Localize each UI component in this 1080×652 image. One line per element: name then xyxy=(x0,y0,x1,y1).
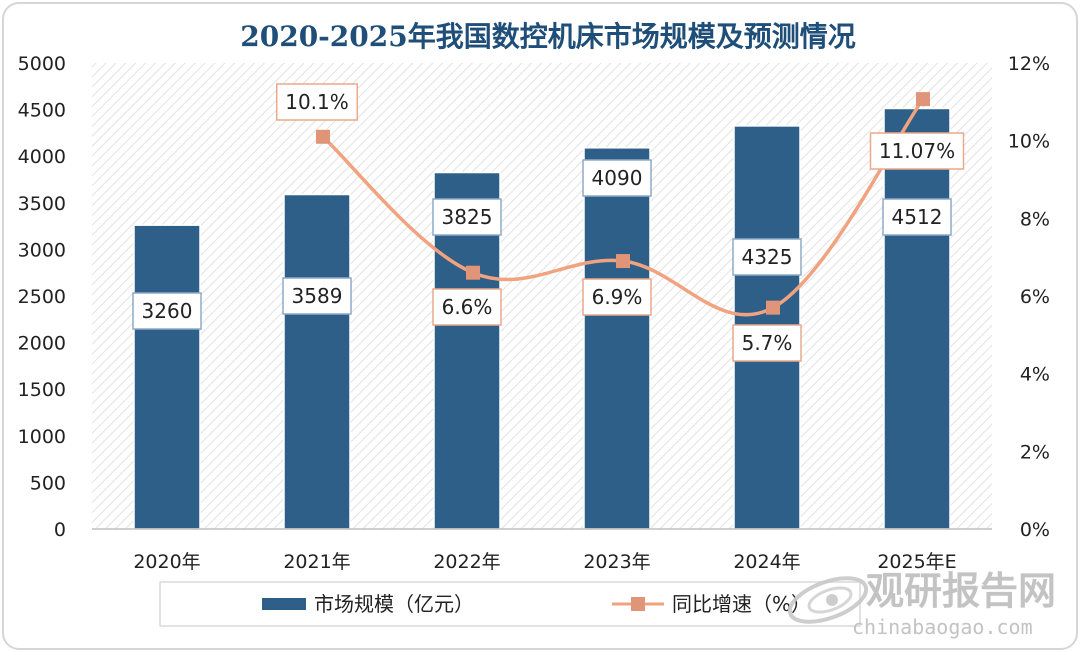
legend-line-marker xyxy=(631,597,645,611)
growth-value-labels: 10.1% 6.6% 6.9% 5.7% 11.07% xyxy=(276,83,965,362)
bar-value-label-box xyxy=(732,238,802,276)
left-tick-label: 5000 xyxy=(18,53,66,75)
growth-value-label-box xyxy=(732,324,802,362)
growth-value-label-text: 5.7% xyxy=(742,331,793,355)
left-tick-label: 500 xyxy=(30,472,66,494)
bar-value-label-box xyxy=(132,292,202,330)
watermark-name: 观研报告网 xyxy=(866,569,1056,613)
left-tick-label: 3500 xyxy=(18,193,66,215)
left-tick-label: 1500 xyxy=(18,379,66,401)
watermark-url: chinabaogao.com xyxy=(852,615,1033,639)
growth-value-label-box xyxy=(276,83,358,121)
x-tick-label: 2024年 xyxy=(733,551,800,573)
watermark: 观研报告网 chinabaogao.com xyxy=(787,569,1056,639)
growth-value-label: 5.7% xyxy=(732,324,802,362)
bar xyxy=(583,147,651,530)
bar-value-label: 4090 xyxy=(582,159,652,197)
growth-marker xyxy=(916,92,930,107)
bar-value-label-text: 4512 xyxy=(892,205,943,229)
right-axis: 0% 2% 4% 6% 8% 10% 12% xyxy=(1008,53,1050,541)
growth-line-series xyxy=(316,92,930,317)
x-tick-label: 2021年 xyxy=(283,551,350,573)
bar-value-label-box xyxy=(582,159,652,197)
growth-value-label-box xyxy=(869,132,965,170)
growth-marker xyxy=(466,265,480,280)
bar-value-label-text: 4325 xyxy=(742,245,793,269)
growth-value-label-text: 6.9% xyxy=(592,285,643,309)
growth-value-label-text: 6.6% xyxy=(442,295,493,319)
bar-value-label-box xyxy=(882,198,952,236)
plot-area xyxy=(92,63,992,529)
right-tick-label: 2% xyxy=(1020,441,1050,463)
left-tick-label: 0 xyxy=(54,519,66,541)
bar-value-label-box xyxy=(432,198,502,236)
growth-value-label: 10.1% xyxy=(276,83,358,121)
growth-value-label-text: 10.1% xyxy=(285,90,349,114)
left-tick-label: 4000 xyxy=(18,146,66,168)
right-tick-label: 6% xyxy=(1020,286,1050,308)
left-tick-label: 3000 xyxy=(18,239,66,261)
right-tick-label: 12% xyxy=(1008,53,1050,75)
bar-value-label-box xyxy=(282,277,352,315)
bar-value-label-text: 4090 xyxy=(592,166,643,190)
bar xyxy=(883,107,951,530)
legend: 市场规模（亿元） 同比增速（%） xyxy=(159,581,861,627)
bar-value-labels: 3260 3589 3825 4090 4325 4512 xyxy=(132,159,952,330)
left-tick-label: 1000 xyxy=(18,426,66,448)
right-tick-label: 8% xyxy=(1020,208,1050,230)
bar-value-label: 3589 xyxy=(282,277,352,315)
bar-value-label: 4325 xyxy=(732,238,802,276)
left-tick-label: 4500 xyxy=(18,100,66,122)
bar-value-label: 4512 xyxy=(882,198,952,236)
right-tick-label: 0% xyxy=(1020,519,1050,541)
growth-value-label-box xyxy=(582,278,652,316)
x-tick-label: 2023年 xyxy=(583,551,650,573)
x-tick-label: 2025年E xyxy=(877,551,956,573)
legend-bar-swatch xyxy=(262,598,306,610)
right-tick-label: 4% xyxy=(1020,364,1050,386)
left-tick-label: 2500 xyxy=(18,286,66,308)
bar xyxy=(283,193,351,530)
chart-title: 2020-2025年我国数控机床市场规模及预测情况 xyxy=(240,20,855,53)
x-axis: 2020年 2021年 2022年 2023年 2024年 2025年E xyxy=(133,551,956,573)
x-tick-label: 2020年 xyxy=(133,551,200,573)
watermark-logo xyxy=(787,576,869,624)
right-tick-label: 10% xyxy=(1008,131,1050,153)
growth-value-label: 11.07% xyxy=(869,132,965,170)
growth-value-label-text: 11.07% xyxy=(879,139,955,163)
bar-value-label: 3260 xyxy=(132,292,202,330)
bar-value-label-text: 3260 xyxy=(142,299,193,323)
growth-value-label-box xyxy=(432,288,502,326)
x-tick-label: 2022年 xyxy=(433,551,500,573)
bar-value-label: 3825 xyxy=(432,198,502,236)
left-tick-label: 2000 xyxy=(18,333,66,355)
bar xyxy=(133,224,201,530)
bar-value-label-text: 3589 xyxy=(292,284,343,308)
bar-value-label-text: 3825 xyxy=(442,205,493,229)
growth-value-label: 6.6% xyxy=(432,288,502,326)
left-axis: 0 500 1000 1500 2000 2500 3000 3500 4000 4500 5000 xyxy=(18,53,66,541)
growth-marker xyxy=(766,300,780,315)
legend-bar-label: 市场规模（亿元） xyxy=(314,592,474,616)
growth-marker xyxy=(616,254,630,269)
growth-value-label: 6.9% xyxy=(582,278,652,316)
legend-line-label: 同比增速（%） xyxy=(672,592,811,616)
growth-marker xyxy=(316,129,330,144)
